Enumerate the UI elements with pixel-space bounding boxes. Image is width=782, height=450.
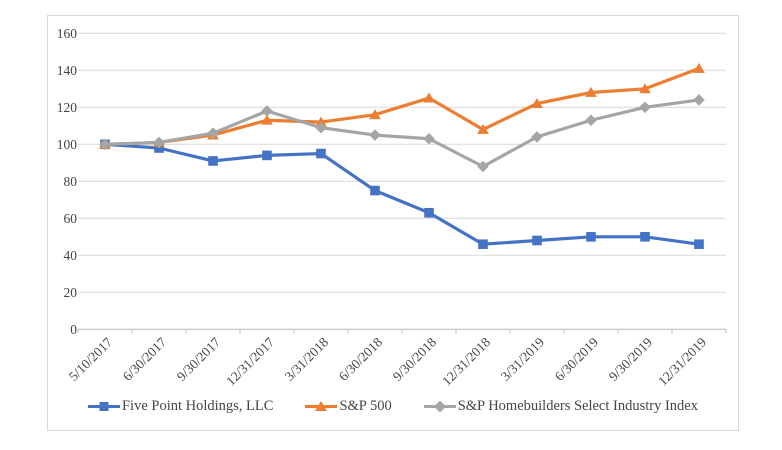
y-axis-label: 40 xyxy=(64,248,78,263)
data-point-diamond xyxy=(423,132,435,145)
y-axis-label: 80 xyxy=(64,174,78,189)
series-line-2 xyxy=(103,98,701,169)
data-point-triangle xyxy=(423,92,435,103)
data-point-diamond xyxy=(315,121,327,134)
data-point-diamond xyxy=(531,131,543,143)
data-point-diamond xyxy=(639,101,651,114)
data-point-square xyxy=(694,239,704,249)
legend-item-five-point: Five Point Holdings, LLC xyxy=(87,397,274,415)
y-axis-label: 0 xyxy=(70,322,77,337)
y-axis-label: 160 xyxy=(57,26,78,41)
data-point-square xyxy=(640,232,650,242)
chart-legend: Five Point Holdings, LLC S&P 500 S&P Hom… xyxy=(47,397,739,415)
y-axis-label: 60 xyxy=(64,211,78,226)
data-point-triangle xyxy=(531,98,543,108)
blue-square-series-icon xyxy=(87,400,120,413)
data-point-triangle xyxy=(315,116,327,127)
y-axis-label: 100 xyxy=(57,137,78,152)
chart-border xyxy=(47,15,739,431)
data-point-diamond xyxy=(99,138,111,151)
data-point-diamond xyxy=(585,114,597,127)
data-point-diamond xyxy=(153,136,165,149)
data-point-diamond xyxy=(207,127,219,139)
legend-label-sp500: S&P 500 xyxy=(339,398,392,414)
y-axis-label: 120 xyxy=(57,100,78,115)
gray-diamond-series-icon xyxy=(423,400,456,413)
data-point-square xyxy=(478,239,488,249)
data-point-diamond xyxy=(693,94,705,106)
legend-label-five-point: Five Point Holdings, LLC xyxy=(121,398,274,414)
y-axis-label: 20 xyxy=(64,285,78,300)
data-point-diamond xyxy=(261,105,273,117)
data-point-triangle xyxy=(639,83,651,94)
data-point-triangle xyxy=(261,114,273,125)
data-point-square xyxy=(316,148,326,159)
legend-label-homebuilders: S&P Homebuilders Select Industry Index xyxy=(457,398,698,414)
data-point-diamond xyxy=(477,160,489,173)
data-point-triangle xyxy=(477,123,489,134)
data-point-triangle xyxy=(369,109,381,120)
orange-triangle-series-icon xyxy=(305,400,338,413)
y-axis-label: 140 xyxy=(57,63,78,78)
legend-item-sp500: S&P 500 xyxy=(305,397,392,415)
data-point-square xyxy=(262,150,272,161)
data-point-triangle xyxy=(693,62,705,73)
data-point-square xyxy=(208,156,218,166)
data-point-square xyxy=(586,232,596,242)
legend-item-homebuilders: S&P Homebuilders Select Industry Index xyxy=(423,397,698,415)
data-point-square xyxy=(532,235,542,246)
data-point-square xyxy=(424,207,434,218)
data-point-square xyxy=(370,185,380,196)
series-line-0 xyxy=(103,142,701,246)
data-point-triangle xyxy=(585,86,597,97)
data-point-diamond xyxy=(369,129,381,141)
